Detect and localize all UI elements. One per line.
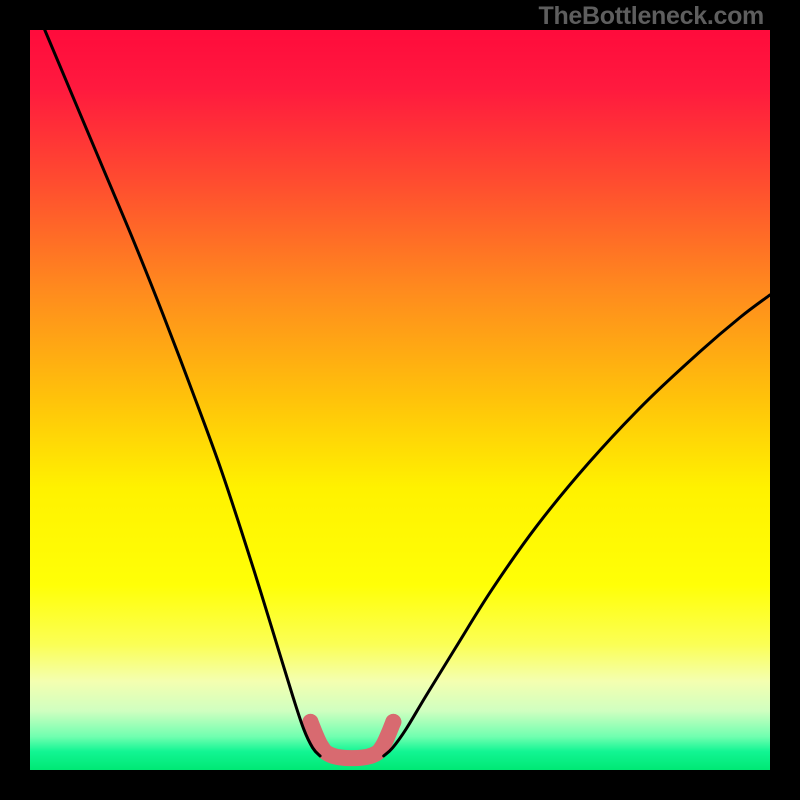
trough-end-dot-right — [385, 714, 401, 730]
chart-overlay-svg — [0, 0, 800, 800]
left-curve — [45, 30, 320, 756]
watermark-text: TheBottleneck.com — [538, 2, 764, 31]
right-curve — [384, 295, 770, 756]
trough-band — [310, 722, 393, 758]
trough-end-dot-left — [302, 714, 318, 730]
chart-stage: TheBottleneck.com — [0, 0, 800, 800]
